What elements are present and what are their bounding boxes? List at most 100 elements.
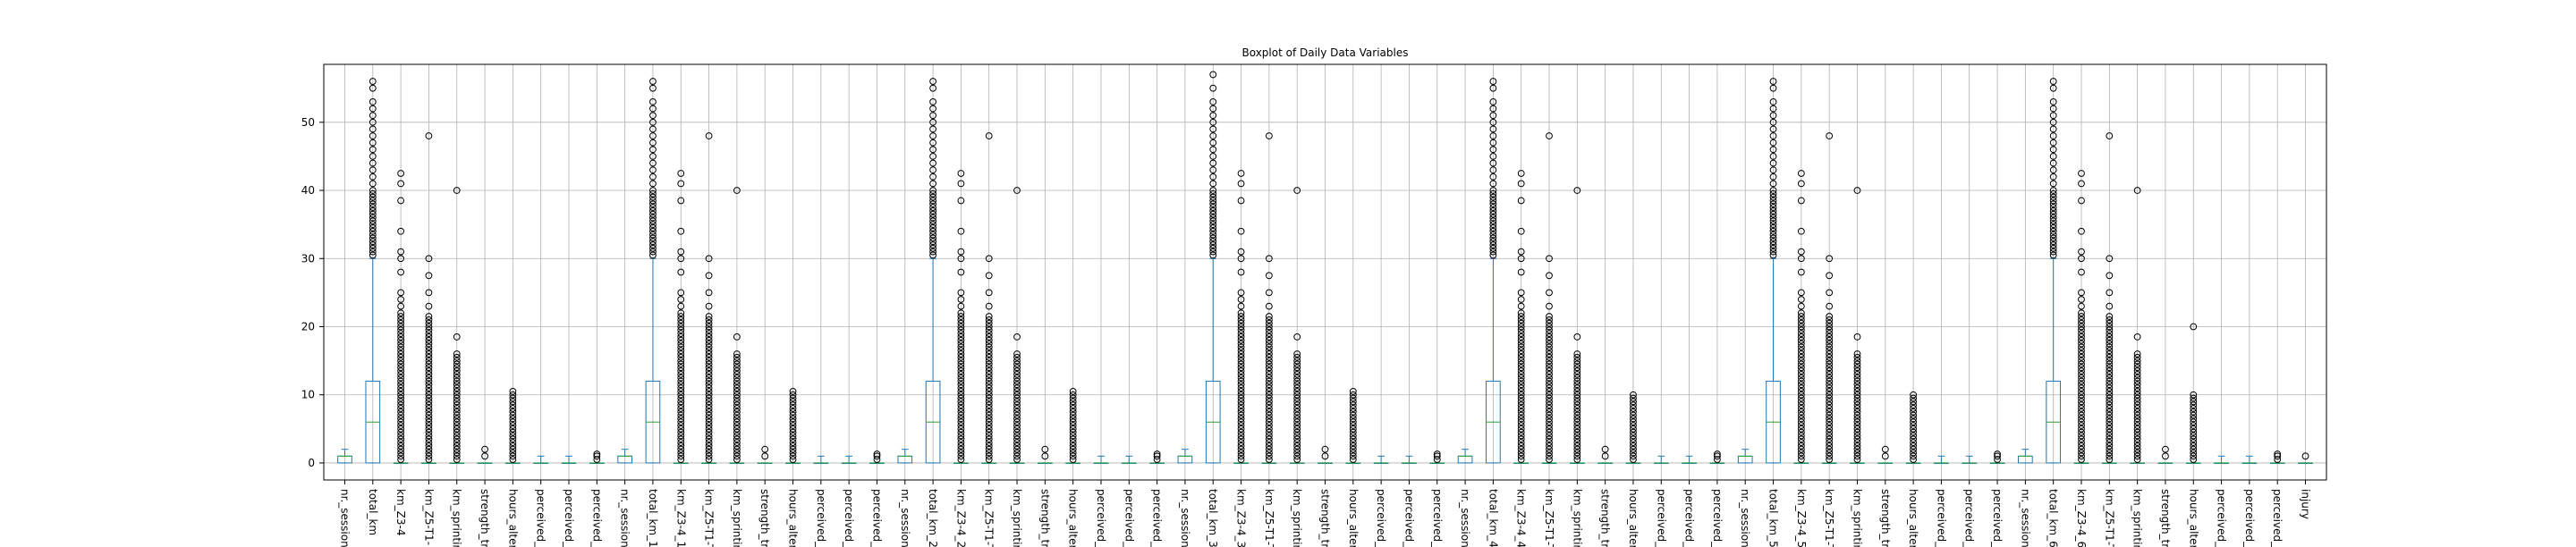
outlier-point: [1237, 333, 1245, 341]
outlier-point: [1237, 405, 1245, 412]
x-tick-label: perceived_: [1431, 489, 1444, 547]
outlier-point: [1265, 330, 1273, 338]
outlier-point: [1069, 452, 1077, 460]
outlier-point: [453, 350, 461, 358]
outlier-point: [1265, 370, 1273, 378]
outlier-point: [509, 394, 517, 402]
box-perceived_trainingSuccess.5: [1962, 455, 1978, 465]
box-km_sprinting.5: [1850, 187, 1865, 465]
outlier-point: [1013, 428, 1021, 436]
outlier-point: [1489, 241, 1497, 248]
outlier-point: [985, 330, 993, 338]
outlier-point: [425, 323, 433, 331]
outlier-point: [985, 323, 993, 331]
outlier-point: [1853, 405, 1861, 412]
outlier-point: [1797, 336, 1805, 344]
outlier-point: [369, 200, 377, 208]
outlier-point: [1293, 445, 1301, 453]
outlier-point: [957, 227, 965, 235]
outlier-point: [369, 166, 377, 174]
outlier-point: [1265, 272, 1273, 280]
outlier-point: [2049, 238, 2057, 246]
outlier-point: [677, 384, 685, 391]
outlier-point: [733, 435, 741, 443]
outlier-point: [705, 439, 713, 446]
outlier-point: [2078, 323, 2085, 331]
outlier-point: [1797, 289, 1805, 297]
outlier-point: [2106, 374, 2114, 382]
outlier-point: [1630, 425, 1637, 433]
outlier-point: [369, 78, 377, 85]
outlier-point: [649, 234, 657, 242]
outlier-point: [1517, 432, 1525, 440]
outlier-point: [2106, 388, 2114, 395]
outlier-point: [2078, 197, 2085, 205]
outlier-point: [2078, 432, 2085, 440]
outlier-point: [985, 456, 993, 464]
outlier-point: [2190, 418, 2198, 426]
outlier-point: [1769, 227, 1777, 235]
outlier-point: [425, 326, 433, 334]
outlier-point: [677, 180, 685, 188]
outlier-point: [1237, 357, 1245, 365]
outlier-point: [1546, 452, 1553, 460]
outlier-point: [1265, 381, 1273, 389]
outlier-point: [789, 401, 797, 409]
x-tick-label: strength_tr: [1599, 489, 1612, 547]
outlier-point: [2078, 357, 2085, 365]
outlier-point: [2078, 401, 2085, 409]
outlier-point: [1013, 456, 1021, 464]
x-tick-label: hours_alter: [1347, 489, 1360, 547]
outlier-point: [1517, 367, 1525, 374]
outlier-point: [2049, 105, 2057, 113]
outlier-point: [1517, 227, 1525, 235]
outlier-point: [1797, 255, 1805, 263]
x-tick-label: km_sprintin: [2131, 489, 2144, 547]
outlier-point: [2106, 333, 2114, 341]
outlier-point: [509, 411, 517, 419]
outlier-point: [1546, 357, 1553, 365]
outlier-point: [2190, 442, 2198, 450]
outlier-point: [2106, 353, 2114, 361]
outlier-point: [929, 210, 936, 218]
outlier-point: [1546, 384, 1553, 391]
outlier-point: [1546, 350, 1553, 358]
outlier-point: [1826, 398, 1834, 406]
outlier-point: [397, 255, 405, 263]
outlier-point: [453, 408, 461, 416]
outlier-point: [1546, 456, 1553, 464]
outlier-point: [397, 388, 405, 395]
outlier-point: [1237, 353, 1245, 361]
outlier-point: [425, 316, 433, 324]
outlier-point: [1013, 422, 1021, 429]
outlier-point: [369, 180, 377, 188]
outlier-point: [985, 364, 993, 372]
box-hours_alternative.2: [1065, 388, 1080, 465]
outlier-point: [1797, 347, 1805, 355]
x-tick-label: km_Z5-T1-T: [1263, 489, 1275, 547]
outlier-point: [1265, 364, 1273, 372]
outlier-point: [2078, 340, 2085, 348]
outlier-point: [1265, 432, 1273, 440]
box-km_Z3-4.1: [673, 170, 689, 465]
outlier-point: [1209, 71, 1217, 79]
outlier-point: [369, 187, 377, 194]
outlier-point: [1826, 323, 1834, 331]
outlier-point: [1517, 313, 1525, 320]
outlier-point: [789, 439, 797, 446]
outlier-point: [2106, 452, 2114, 460]
outlier-point: [705, 449, 713, 457]
outlier-point: [1293, 364, 1301, 372]
outlier-point: [1069, 449, 1077, 457]
outlier-point: [1797, 439, 1805, 446]
outlier-point: [509, 439, 517, 446]
outlier-point: [1433, 456, 1441, 464]
x-tick-label: nr._session: [338, 489, 351, 547]
outlier-point: [1265, 367, 1273, 374]
outlier-point: [1826, 388, 1834, 395]
outlier-point: [957, 319, 965, 327]
outlier-point: [1517, 411, 1525, 419]
outlier-point: [1546, 442, 1553, 450]
outlier-point: [425, 415, 433, 423]
outlier-point: [1769, 193, 1777, 201]
